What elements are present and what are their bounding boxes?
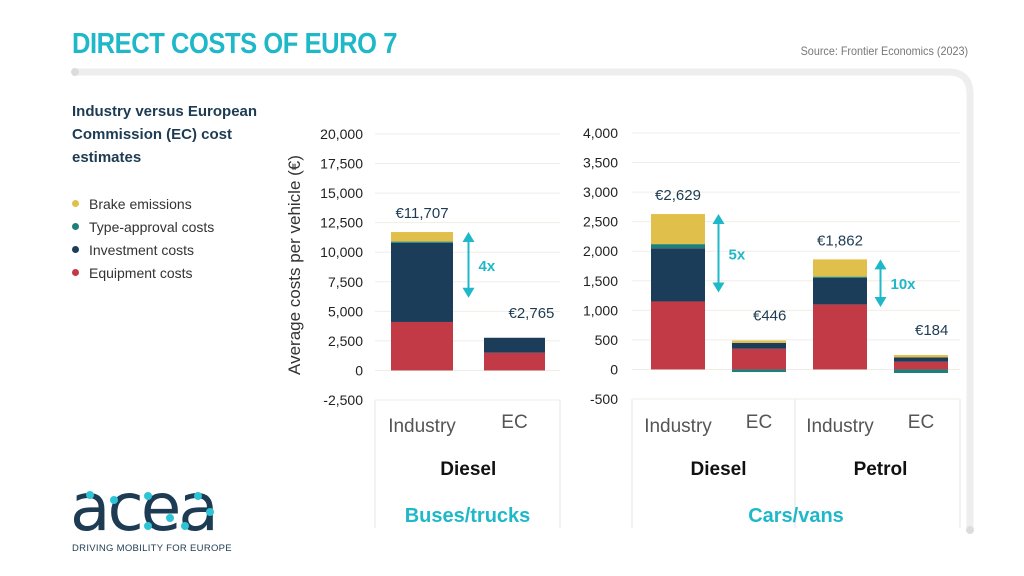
arrow-head-down-icon (712, 282, 725, 293)
bar-segment-type-approval-costs (651, 244, 705, 249)
frame-dot (71, 68, 79, 76)
bar-segment-equipment-costs (894, 361, 948, 370)
bar-segment-investment-costs (484, 337, 545, 353)
y-tick-label: 1,000 (583, 302, 618, 318)
bar-total-label: €11,707 (395, 205, 448, 222)
bar-segment-type-approval-costs (391, 241, 453, 243)
y-tick-label: 10,000 (320, 244, 363, 260)
y-tick-label: 20,000 (320, 126, 363, 142)
arrow-head-up-icon (712, 214, 725, 225)
bar-segment-equipment-costs (484, 352, 545, 371)
x-category-label: Industry (806, 416, 874, 437)
ratio-label: 4x (479, 258, 496, 275)
bar-segment-brake-emissions (651, 214, 705, 245)
frame-dot (966, 526, 974, 534)
page-title: DIRECT COSTS OF EURO 7 (72, 28, 397, 60)
x-category-label: Industry (644, 416, 712, 437)
bar-total-label: €2,765 (509, 305, 555, 322)
bar-segment-brake-emissions (732, 340, 786, 343)
y-tick-label: 7,500 (328, 274, 363, 290)
y-tick-label: 3,500 (583, 155, 618, 171)
legend-label: Equipment costs (89, 264, 193, 281)
legend-dot (72, 223, 79, 230)
legend-label: Brake emissions (89, 195, 192, 212)
x-category-label: EC (501, 412, 527, 433)
bar-segment-type-approval-costs (732, 369, 786, 373)
bar-segment-brake-emissions (813, 259, 867, 277)
y-tick-label: 2,500 (328, 333, 363, 349)
legend-item-brake: Brake emissions (72, 192, 214, 215)
bar-segment-equipment-costs (391, 321, 453, 371)
legend-item-type-approval: Type-approval costs (72, 215, 214, 238)
bar-segment-equipment-costs (732, 348, 786, 370)
y-tick-label: -2,500 (323, 392, 363, 408)
bar-segment-type-approval-costs (894, 369, 948, 373)
chart-subtitle: Industry versus European Commission (EC)… (72, 103, 258, 166)
y-tick-label: 12,500 (320, 215, 363, 231)
logo-tagline: DRIVING MOBILITY FOR EUROPE (72, 543, 232, 554)
bar-total-label: €446 (753, 307, 786, 324)
acea-logo: acea (70, 478, 219, 540)
ratio-label: 5x (729, 246, 746, 263)
bar-total-label: €184 (915, 322, 948, 339)
bar-segment-investment-costs (651, 248, 705, 302)
legend-dot (72, 200, 79, 207)
y-tick-label: 2,500 (583, 214, 618, 230)
panel-title: Buses/trucks (405, 505, 531, 527)
svg-text:acea: acea (70, 478, 216, 540)
y-tick-label: 0 (355, 362, 363, 378)
arrow-head-down-icon (874, 297, 887, 308)
y-tick-label: 4,000 (583, 125, 618, 141)
panel-title: Cars/vans (748, 505, 844, 527)
y-tick-label: 3,000 (583, 184, 618, 200)
y-tick-label: 0 (610, 361, 618, 377)
legend-item-equipment: Equipment costs (72, 261, 214, 284)
y-tick-label: -500 (590, 391, 618, 407)
legend-label: Investment costs (89, 241, 195, 258)
legend-dot (72, 246, 79, 253)
legend: Brake emissions Type-approval costs Inve… (72, 192, 214, 284)
y-tick-label: 500 (595, 332, 619, 348)
bar-segment-investment-costs (391, 242, 453, 322)
x-category-label: Industry (388, 416, 456, 437)
y-tick-label: 2,000 (583, 243, 618, 259)
bar-segment-equipment-costs (813, 304, 867, 370)
y-axis-label: Average costs per vehicle (€) (285, 155, 304, 375)
bar-segment-equipment-costs (651, 301, 705, 370)
source-note: Source: Frontier Economics (2023) (800, 44, 968, 58)
y-tick-label: 15,000 (320, 185, 363, 201)
bar-total-label: €2,629 (655, 187, 701, 204)
arrow-head-down-icon (462, 287, 475, 298)
frame-line (71, 68, 974, 534)
group-label: Petrol (854, 459, 908, 480)
bar-segment-investment-costs (894, 357, 948, 362)
ratio-label: 10x (891, 276, 917, 293)
legend-label: Type-approval costs (89, 218, 215, 235)
arrow-head-up-icon (462, 232, 475, 243)
bar-segment-brake-emissions (391, 232, 453, 242)
x-category-label: EC (746, 412, 772, 433)
y-tick-label: 17,500 (320, 156, 363, 172)
legend-item-investment: Investment costs (72, 238, 214, 261)
group-label: Diesel (691, 459, 747, 480)
bar-segment-investment-costs (732, 342, 786, 349)
y-tick-label: 5,000 (328, 303, 363, 319)
bar-segment-brake-emissions (894, 355, 948, 358)
bar-total-label: €1,862 (817, 232, 863, 249)
legend-dot (72, 269, 79, 276)
y-tick-label: 1,500 (583, 273, 618, 289)
arrow-head-up-icon (874, 259, 887, 270)
bar-segment-investment-costs (813, 277, 867, 305)
x-category-label: EC (908, 412, 934, 433)
bar-segment-type-approval-costs (813, 276, 867, 278)
group-label: Diesel (440, 459, 496, 480)
